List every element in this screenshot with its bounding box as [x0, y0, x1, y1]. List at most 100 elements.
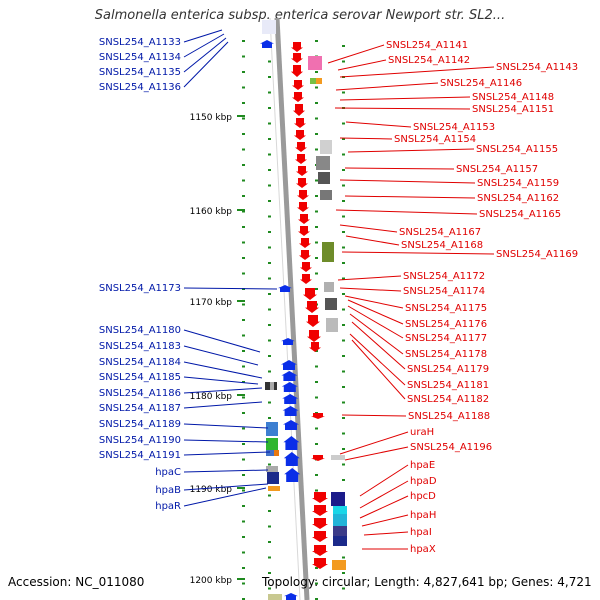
left-gene-label: SNSL254_A1190	[99, 435, 181, 446]
right-leader-line	[347, 305, 404, 339]
left-leader-line	[183, 376, 259, 385]
right-leader-line	[339, 431, 409, 455]
right-leader-line	[341, 251, 495, 255]
reverse-gene	[293, 104, 305, 116]
right-gene-label: uraH	[410, 427, 434, 438]
left-leader-line	[183, 401, 263, 409]
scale-tick	[268, 494, 271, 497]
scale-tick	[342, 138, 345, 140]
left-gene-label: SNSL254_A1180	[99, 325, 181, 336]
reverse-gene	[295, 142, 307, 152]
scale-tick	[315, 117, 318, 120]
scale-tick	[342, 215, 345, 218]
reverse-gene	[311, 455, 325, 461]
right-gene-label: SNSL254_A1159	[477, 178, 559, 189]
right-gene-label: SNSL254_A1172	[403, 271, 485, 282]
left-gene-label: SNSL254_A1185	[99, 372, 181, 383]
scale-tick	[342, 572, 345, 574]
right-leader-line	[347, 148, 475, 153]
scale-tick	[315, 427, 318, 430]
feature-block	[316, 156, 330, 170]
left-gene-label: SNSL254_A1135	[99, 67, 181, 78]
reverse-gene	[311, 413, 325, 419]
reverse-gene	[299, 238, 311, 248]
scale-tick	[242, 536, 245, 538]
scale-tick	[242, 179, 245, 182]
right-gene-label: SNSL254_A1167	[399, 227, 481, 238]
forward-gene	[260, 40, 274, 48]
feature-block	[333, 514, 347, 526]
scale-tick	[315, 272, 318, 275]
genome-summary-text: Topology: circular; Length: 4,827,641 bp…	[262, 575, 592, 589]
right-gene-label: SNSL254_A1141	[386, 40, 468, 51]
scale-tick	[342, 169, 345, 171]
scale-tick	[268, 463, 271, 466]
feature-block	[320, 190, 332, 200]
reverse-gene	[312, 545, 328, 556]
scale-tick	[315, 567, 318, 569]
scale-tick	[242, 412, 245, 414]
left-gene-label: SNSL254_A1186	[99, 388, 181, 399]
right-gene-label: SNSL254_A1157	[456, 164, 538, 175]
scale-tick	[342, 417, 345, 419]
reverse-gene	[309, 342, 321, 352]
scale-tick	[242, 40, 245, 42]
forward-gene	[283, 420, 299, 430]
scale-tick	[315, 195, 318, 197]
scale-tick	[315, 350, 318, 352]
reverse-gene	[312, 558, 328, 569]
scale-tick	[315, 133, 318, 135]
forward-gene	[283, 452, 300, 466]
scale-tick	[315, 210, 318, 213]
right-leader-line	[339, 66, 495, 78]
feature-block	[274, 450, 279, 456]
scale-tick	[242, 334, 245, 337]
right-leader-line	[359, 480, 409, 509]
left-leader-line	[183, 487, 267, 507]
reverse-gene	[312, 492, 328, 503]
scale-label: 1170 kbp	[190, 298, 233, 308]
scale-tick	[342, 122, 345, 125]
feature-block	[266, 466, 278, 472]
scale-tick	[342, 324, 345, 326]
left-gene-label: SNSL254_A1184	[99, 357, 181, 368]
scale-tick	[242, 458, 245, 461]
forward-gene	[282, 406, 299, 416]
reverse-gene	[296, 166, 308, 176]
right-gene-label: SNSL254_A1148	[472, 92, 554, 103]
reverse-gene	[312, 505, 328, 516]
reverse-gene	[292, 80, 304, 90]
feature-block	[316, 78, 322, 84]
scale-tick	[268, 138, 271, 140]
scale-tick	[342, 293, 345, 295]
scale-tick	[342, 308, 345, 311]
right-leader-line	[361, 514, 409, 527]
scale-tick	[342, 262, 345, 264]
scale-tick	[268, 417, 271, 419]
scale-tick	[242, 350, 245, 352]
scale-tick	[342, 479, 345, 481]
right-leader-line	[334, 107, 471, 110]
scale-tick	[242, 272, 245, 275]
scale-tick	[315, 582, 318, 585]
scale-tick	[242, 598, 245, 600]
forward-gene	[281, 338, 295, 345]
right-leader-line	[344, 167, 455, 170]
left-gene-label: hpaB	[155, 485, 181, 496]
right-leader-line	[335, 82, 439, 91]
major-tick	[237, 209, 245, 211]
right-gene-label: hpcD	[410, 491, 436, 502]
scale-tick	[268, 215, 271, 218]
scale-tick	[315, 396, 318, 399]
scale-tick	[242, 381, 245, 383]
scale-tick	[268, 153, 271, 156]
right-leader-line	[351, 321, 406, 370]
right-gene-label: SNSL254_A1179	[407, 364, 489, 375]
right-gene-label: hpaI	[410, 527, 432, 538]
feature-block	[268, 486, 280, 491]
right-leader-line	[337, 59, 387, 71]
scale-tick	[342, 556, 345, 559]
left-leader-line	[183, 33, 225, 58]
left-gene-label: SNSL254_A1136	[99, 82, 181, 93]
right-gene-label: SNSL254_A1143	[496, 62, 578, 73]
